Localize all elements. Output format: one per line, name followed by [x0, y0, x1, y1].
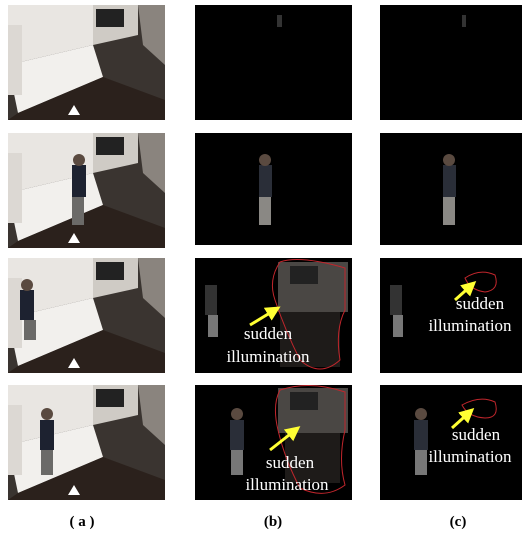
annotation-line2: illumination — [428, 447, 512, 466]
annotation-line1: sudden — [244, 324, 293, 343]
annotation-line2: illumination — [226, 347, 310, 366]
annotation-line1: sudden — [452, 425, 501, 444]
page: {"annotations": [ {"line1": "sudden", "l… — [0, 0, 530, 536]
frame-c2 — [380, 133, 522, 245]
frame-a2 — [8, 133, 165, 248]
frame-c3: sudden illumination — [380, 258, 522, 373]
frame-a3 — [8, 258, 165, 373]
frame-b2 — [195, 133, 352, 245]
annotation-line1: sudden — [456, 294, 505, 313]
frame-a4 — [8, 385, 165, 500]
frame-c1 — [380, 5, 522, 120]
annotation-line2: illumination — [245, 475, 329, 494]
annotation-line1: sudden — [266, 453, 315, 472]
caption: (b) — [264, 514, 282, 530]
annotation-line2: illumination — [428, 316, 512, 335]
frame-a1 — [8, 5, 165, 120]
frame-b4: sudden illumination — [195, 385, 352, 500]
frame-c4: sudden illumination — [380, 385, 522, 500]
caption: ( a ) — [70, 514, 95, 530]
caption: (c) — [450, 514, 467, 530]
frame-b3: sudden illumination — [195, 258, 352, 373]
frame-b1 — [195, 5, 352, 120]
figure: sudden illumination sudden illumination … — [0, 0, 530, 536]
